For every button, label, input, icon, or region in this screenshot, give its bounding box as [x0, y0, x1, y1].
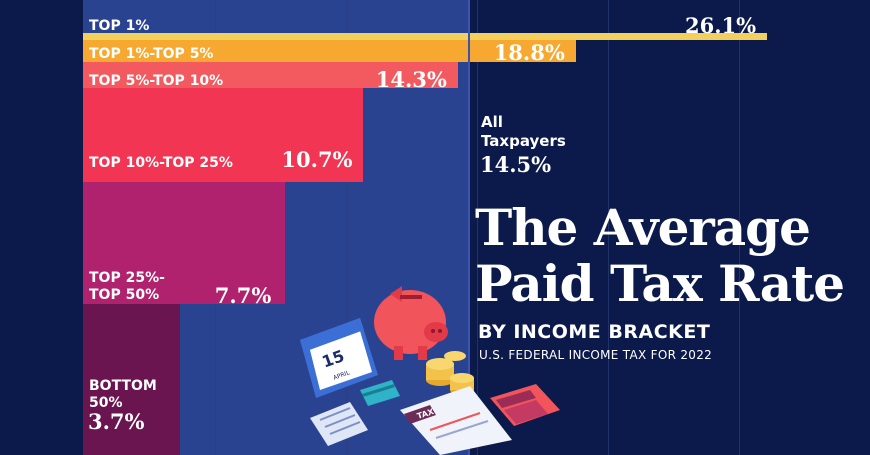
gridline [739, 0, 740, 455]
notepad-icon [310, 402, 368, 446]
value-label: 14.3% [375, 67, 447, 92]
bar [83, 62, 458, 88]
gridline [477, 0, 478, 455]
all-taxpayers-line [468, 0, 470, 455]
calculator-icon [490, 384, 560, 426]
category-label: BOTTOM 50% [89, 378, 157, 411]
value-label: 10.7% [281, 147, 353, 172]
category-label: TOP 25%- TOP 50% [89, 270, 165, 303]
bar [83, 182, 285, 304]
category-label: TOP 10%-TOP 25% [89, 155, 233, 171]
credit-card-icon [360, 380, 400, 406]
category-label: TOP 5%-TOP 10% [89, 73, 224, 89]
bar [83, 33, 767, 40]
chart-subtitle: BY INCOME BRACKET [478, 321, 711, 343]
value-label: 7.7% [214, 283, 272, 308]
category-label: TOP 1%-TOP 5% [89, 46, 214, 62]
bar [83, 88, 364, 182]
tax-illustration: 15 APRIL [300, 286, 560, 455]
bar [83, 304, 180, 455]
gridline [608, 0, 609, 455]
piggy-bank-icon [374, 286, 448, 360]
calendar-icon: 15 APRIL [300, 318, 378, 398]
value-label: 18.8% [493, 40, 565, 65]
chart-title: The Average Paid Tax Rate [475, 198, 845, 313]
value-label: 26.1% [685, 13, 757, 38]
gridline [346, 0, 347, 455]
value-label: 3.7% [88, 409, 145, 434]
bar [83, 40, 576, 62]
reference-label: All Taxpayers [481, 113, 566, 150]
chart-caption: U.S. FEDERAL INCOME TAX FOR 2022 [479, 348, 713, 362]
tax-form-icon: TAX [400, 386, 512, 455]
reference-value: 14.5% [480, 152, 552, 177]
category-label: TOP 1% [89, 18, 150, 34]
